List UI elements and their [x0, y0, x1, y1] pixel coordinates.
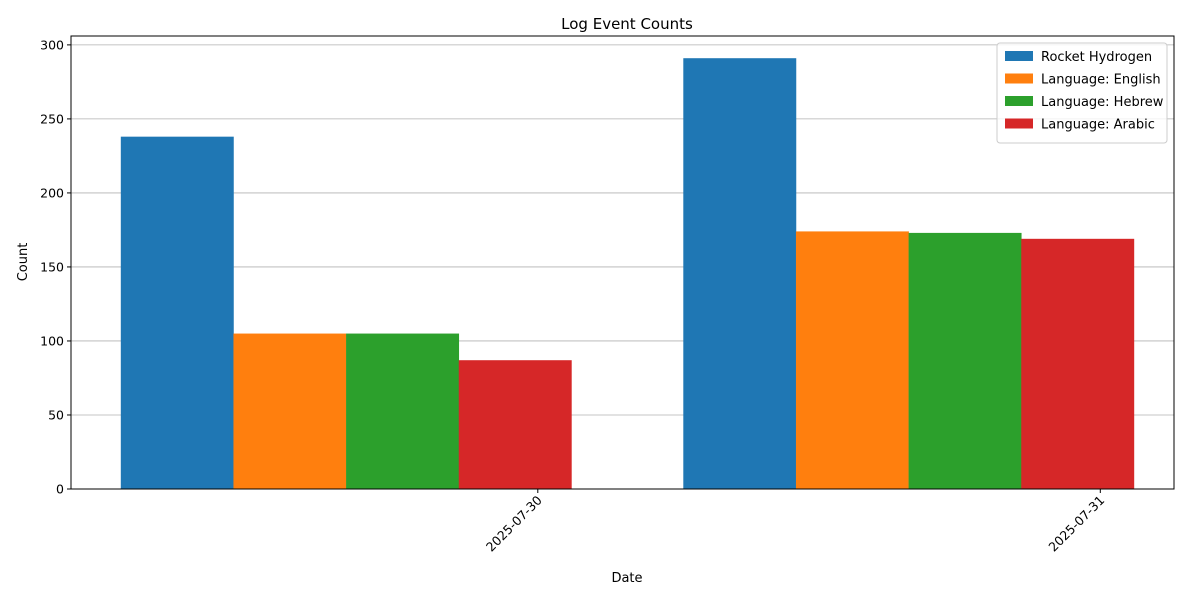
- legend-label: Rocket Hydrogen: [1041, 50, 1152, 65]
- y-tick-label: 50: [48, 407, 64, 422]
- bar-3-0: [458, 360, 572, 489]
- x-tick-label: 2025-07-30: [483, 492, 545, 554]
- bar-3-1: [1021, 238, 1135, 489]
- plot-frame: [70, 35, 1175, 490]
- y-tick-label: 150: [40, 259, 64, 274]
- bar-1-1: [795, 231, 909, 490]
- bar-1-0: [233, 333, 347, 489]
- bar-2-0: [346, 333, 460, 489]
- y-tick-label: 200: [40, 185, 64, 200]
- x-axis: 2025-07-30 2025-07-31: [483, 489, 1107, 554]
- legend-label: Language: Arabic: [1041, 118, 1155, 133]
- legend-swatch: [1005, 96, 1033, 106]
- legend-swatch: [1005, 73, 1033, 84]
- legend-label: Language: English: [1041, 73, 1161, 88]
- y-axis: 0 50 100 150 200 250 300: [40, 37, 71, 497]
- x-axis-label: Date: [611, 571, 642, 586]
- legend-label: Language: Hebrew: [1041, 95, 1164, 110]
- y-tick-label: 100: [40, 333, 64, 348]
- y-tick-label: 250: [40, 111, 64, 126]
- chart-title: Log Event Counts: [561, 15, 693, 33]
- y-tick-label: 0: [56, 482, 64, 497]
- y-tick-label: 300: [40, 37, 64, 52]
- bars: [120, 58, 1135, 490]
- x-tick-label: 2025-07-31: [1045, 493, 1107, 555]
- legend: Rocket Hydrogen Language: English Language…: [996, 42, 1168, 144]
- bar-0-0: [120, 136, 234, 489]
- legend-frame: [996, 42, 1168, 144]
- legend-swatch: [1005, 51, 1033, 61]
- legend-swatch: [1005, 118, 1033, 129]
- bar-2-1: [908, 232, 1022, 489]
- y-axis-label: Count: [16, 243, 31, 282]
- bar-0-1: [683, 58, 797, 490]
